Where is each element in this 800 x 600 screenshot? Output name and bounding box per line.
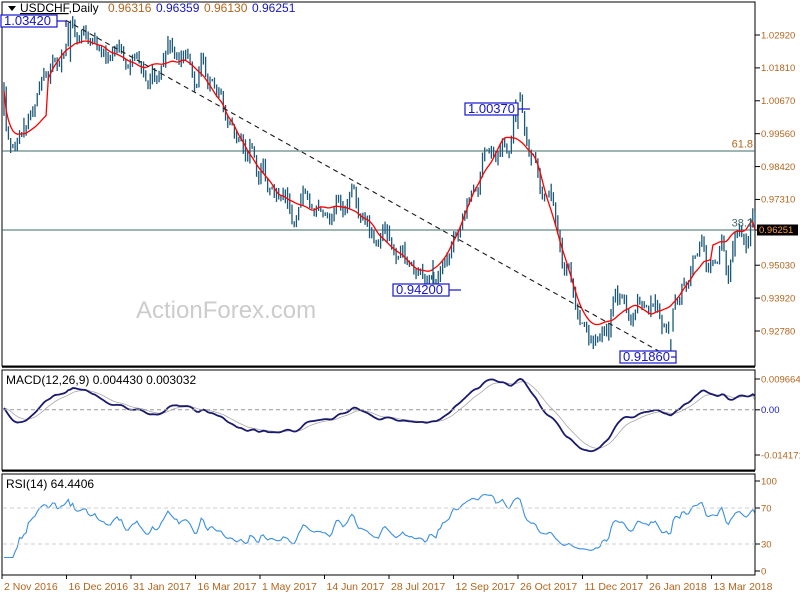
svg-text:0.96359: 0.96359 bbox=[156, 1, 200, 15]
svg-text:0.94200: 0.94200 bbox=[396, 282, 443, 297]
svg-text:16 Dec 2016: 16 Dec 2016 bbox=[69, 581, 129, 593]
svg-text:USDCHF,Daily: USDCHF,Daily bbox=[20, 1, 99, 15]
svg-text:70: 70 bbox=[761, 503, 772, 514]
svg-text:0.95030: 0.95030 bbox=[761, 261, 795, 272]
svg-text:0.96251: 0.96251 bbox=[759, 225, 793, 236]
svg-text:30: 30 bbox=[761, 539, 772, 550]
svg-text:13 Mar 2018: 13 Mar 2018 bbox=[714, 581, 773, 593]
svg-text:1.03420: 1.03420 bbox=[4, 13, 51, 28]
svg-text:61.8: 61.8 bbox=[732, 139, 753, 151]
svg-text:1.00370: 1.00370 bbox=[468, 101, 515, 116]
svg-text:0.009664: 0.009664 bbox=[761, 374, 800, 385]
svg-text:1 May 2017: 1 May 2017 bbox=[262, 581, 317, 593]
svg-text:100: 100 bbox=[761, 476, 777, 487]
svg-text:1.00670: 1.00670 bbox=[761, 96, 795, 107]
svg-text:MACD(12,26,9) 0.004430 0.00303: MACD(12,26,9) 0.004430 0.003032 bbox=[6, 373, 196, 387]
svg-text:0.98420: 0.98420 bbox=[761, 162, 795, 173]
svg-text:0: 0 bbox=[761, 566, 766, 577]
svg-text:0.99560: 0.99560 bbox=[761, 129, 795, 140]
svg-text:ActionForex.com: ActionForex.com bbox=[136, 297, 316, 324]
svg-text:0.00: 0.00 bbox=[761, 405, 780, 416]
svg-text:16 Mar 2017: 16 Mar 2017 bbox=[198, 581, 257, 593]
svg-text:0.96251: 0.96251 bbox=[252, 1, 296, 15]
svg-text:1.01810: 1.01810 bbox=[761, 63, 795, 74]
svg-text:38.2: 38.2 bbox=[732, 218, 753, 230]
svg-text:26 Jan 2018: 26 Jan 2018 bbox=[649, 581, 707, 593]
svg-text:RSI(14) 64.4406: RSI(14) 64.4406 bbox=[6, 477, 94, 491]
svg-text:0.97310: 0.97310 bbox=[761, 195, 795, 206]
svg-text:14 Jun 2017: 14 Jun 2017 bbox=[327, 581, 385, 593]
svg-text:11 Dec 2017: 11 Dec 2017 bbox=[585, 581, 644, 593]
svg-text:2 Nov 2016: 2 Nov 2016 bbox=[4, 581, 58, 593]
svg-text:31 Jan 2017: 31 Jan 2017 bbox=[133, 581, 191, 593]
svg-text:28 Jul 2017: 28 Jul 2017 bbox=[391, 581, 445, 593]
svg-text:26 Oct 2017: 26 Oct 2017 bbox=[520, 581, 577, 593]
svg-text:0.91860: 0.91860 bbox=[623, 349, 670, 364]
svg-text:1.02920: 1.02920 bbox=[761, 30, 795, 41]
svg-text:0.96130: 0.96130 bbox=[204, 1, 248, 15]
svg-text:0.92780: 0.92780 bbox=[761, 326, 795, 337]
svg-text:12 Sep 2017: 12 Sep 2017 bbox=[456, 581, 516, 593]
svg-text:-0.014171: -0.014171 bbox=[761, 450, 800, 461]
svg-text:0.93920: 0.93920 bbox=[761, 293, 795, 304]
svg-text:0.96316: 0.96316 bbox=[108, 1, 152, 15]
